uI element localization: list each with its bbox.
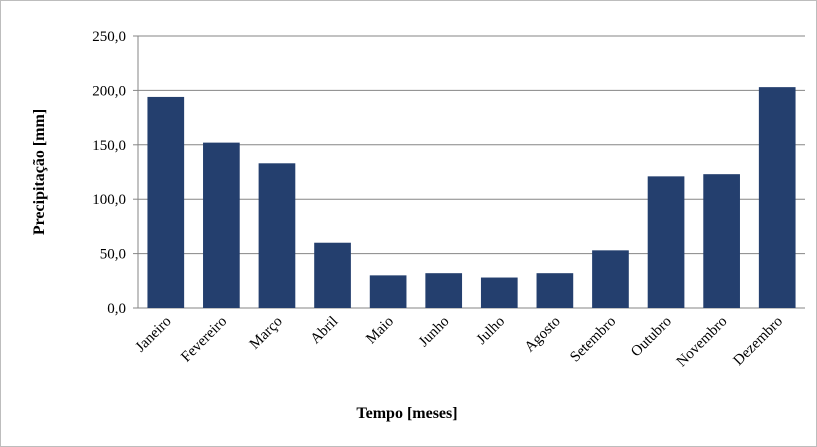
bar <box>647 176 685 308</box>
bar <box>592 250 629 308</box>
x-axis-label: Tempo [meses] <box>356 405 457 422</box>
y-tick-label: 50,0 <box>100 247 126 263</box>
bar <box>203 142 240 308</box>
bar <box>480 277 518 308</box>
bar <box>425 273 463 308</box>
y-tick-label: 200,0 <box>92 83 126 99</box>
bar <box>147 96 185 308</box>
y-tick-label: 150,0 <box>92 138 126 154</box>
bar <box>536 273 574 308</box>
bar <box>258 163 296 308</box>
bar <box>703 174 740 308</box>
bar <box>314 242 351 308</box>
y-tick-label: 250,0 <box>92 29 126 45</box>
y-tick-label: 0,0 <box>107 301 126 317</box>
y-tick-label: 100,0 <box>92 192 126 208</box>
bar <box>758 87 796 308</box>
bar <box>369 275 407 308</box>
y-axis-label: Precipitação [mm] <box>31 109 48 235</box>
